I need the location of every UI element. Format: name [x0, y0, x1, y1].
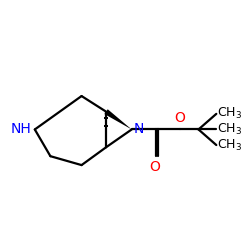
Text: NH: NH — [11, 122, 32, 136]
Polygon shape — [104, 109, 132, 130]
Text: CH$_3$: CH$_3$ — [218, 106, 242, 122]
Text: CH$_3$: CH$_3$ — [218, 138, 242, 152]
Text: O: O — [150, 160, 160, 173]
Text: O: O — [174, 110, 185, 124]
Text: N: N — [134, 122, 144, 136]
Text: CH$_3$: CH$_3$ — [218, 122, 242, 137]
